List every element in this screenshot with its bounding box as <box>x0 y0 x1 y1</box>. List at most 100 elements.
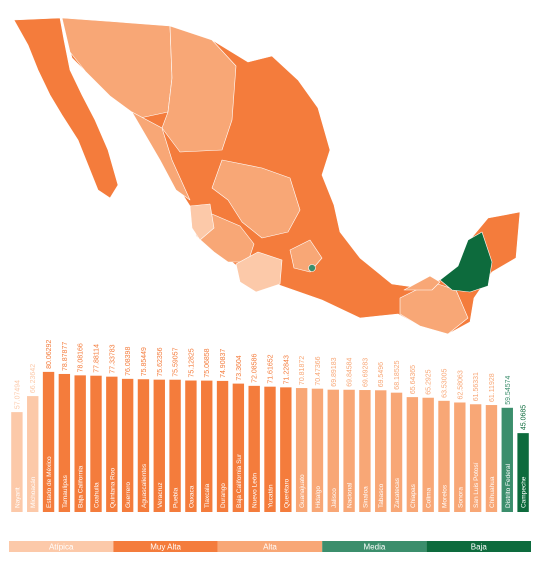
map-region <box>131 111 191 201</box>
bar <box>153 379 165 512</box>
value-label: 69.89183 <box>331 357 338 386</box>
value-label: 70.81872 <box>299 356 306 385</box>
value-label: 78.08166 <box>78 343 85 372</box>
category-label: Durango <box>220 483 227 508</box>
category-label: Morelos <box>442 484 449 508</box>
bar <box>280 387 292 512</box>
value-label: 57.07494 <box>14 380 21 409</box>
bar <box>501 407 513 512</box>
bar <box>121 378 134 512</box>
bar <box>232 383 245 512</box>
bar <box>58 373 71 512</box>
category-label: Hidalgo <box>315 486 322 508</box>
value-label: 61.11928 <box>489 373 496 402</box>
value-label: 69.84584 <box>347 357 354 386</box>
category-label: Chiapas <box>410 483 417 508</box>
category-label: Baja California Sur <box>236 453 243 508</box>
bar <box>327 389 339 512</box>
bar <box>311 388 324 512</box>
bar <box>406 397 419 512</box>
category-label: Guanajuato <box>299 474 306 508</box>
bar <box>185 380 197 512</box>
value-label: 72.08586 <box>252 354 259 383</box>
legend-swatch <box>322 541 427 552</box>
value-label: 76.08398 <box>125 347 132 376</box>
category-label: Nayarit <box>14 487 21 508</box>
bar <box>169 379 181 512</box>
map-region <box>403 275 441 291</box>
category-label: Tlaxcala <box>204 483 211 508</box>
value-label: 61.56331 <box>473 372 480 401</box>
bar <box>106 376 118 512</box>
category-label: Tamaulipas <box>62 474 69 508</box>
value-label: 71.61652 <box>268 354 275 383</box>
map-region <box>308 264 316 272</box>
map-region <box>235 251 283 293</box>
category-label: Baja California <box>78 465 85 508</box>
value-label: 73.3604 <box>236 355 243 380</box>
map-region <box>439 231 493 293</box>
category-label: Guerrero <box>125 482 132 508</box>
value-label: 63.53005 <box>442 369 449 398</box>
category-label: Coahuila <box>94 482 101 508</box>
map-region <box>211 159 301 239</box>
value-label: 70.47366 <box>315 356 322 385</box>
bar <box>216 380 229 512</box>
category-label: Colima <box>426 487 433 508</box>
legend-swatch <box>217 541 323 552</box>
category-label: Querétaro <box>283 478 290 508</box>
value-label: 65.64365 <box>410 365 417 394</box>
legend-label: Baja <box>471 543 488 552</box>
bar <box>422 397 434 512</box>
category-label: Aguascalientes <box>141 463 148 508</box>
bar <box>27 396 39 512</box>
category-label: Distrito Federal <box>505 463 512 508</box>
category-label: Quintana Roo <box>109 468 116 508</box>
category-label: Oaxaca <box>188 485 195 508</box>
value-label: 45.0685 <box>521 405 528 430</box>
category-label: Yucatán <box>268 484 275 508</box>
legend-swatch <box>9 541 114 552</box>
value-label: 59.54574 <box>505 375 512 404</box>
legend-swatch <box>113 541 218 552</box>
value-label: 75.59057 <box>173 347 180 376</box>
bar <box>343 389 355 512</box>
bar-chart: 57.07494 Nayarit 66.23642 Michoacán 80.06292… <box>11 340 529 512</box>
category-label: Veracruz <box>157 482 164 508</box>
category-label: Nacional <box>347 482 354 508</box>
category-label: Jalisco <box>331 488 338 508</box>
bar <box>359 390 371 512</box>
bar <box>137 379 150 512</box>
legend-label: Alta <box>263 543 277 552</box>
value-label: 77.88114 <box>94 344 101 373</box>
category-label: Sinaloa <box>362 486 369 508</box>
category-label: Campeche <box>521 476 528 508</box>
value-label: 80.06292 <box>46 340 53 369</box>
bar <box>74 375 86 512</box>
bar <box>454 402 466 512</box>
bar <box>248 385 260 512</box>
category-label: Michoacán <box>30 476 37 508</box>
category-label: Zacatecas <box>394 477 401 508</box>
category-label: San Luis Potosí <box>473 462 480 508</box>
map-region <box>161 25 237 153</box>
bar <box>517 433 529 512</box>
category-label: Nuevo León <box>252 473 259 508</box>
bar <box>295 388 308 512</box>
map-region <box>61 17 173 119</box>
value-label: 75.85449 <box>141 347 148 376</box>
value-label: 77.33783 <box>109 344 116 373</box>
bar <box>201 380 213 512</box>
bar <box>438 400 450 512</box>
map-region <box>13 17 119 199</box>
map <box>13 17 521 335</box>
legend-label: Atípica <box>49 543 74 552</box>
value-label: 78.87877 <box>62 342 69 371</box>
legend-swatch <box>426 541 531 552</box>
bar <box>390 392 403 512</box>
bar <box>469 404 482 512</box>
bar <box>42 371 55 512</box>
value-label: 74.90837 <box>220 349 227 378</box>
bar <box>485 405 498 512</box>
